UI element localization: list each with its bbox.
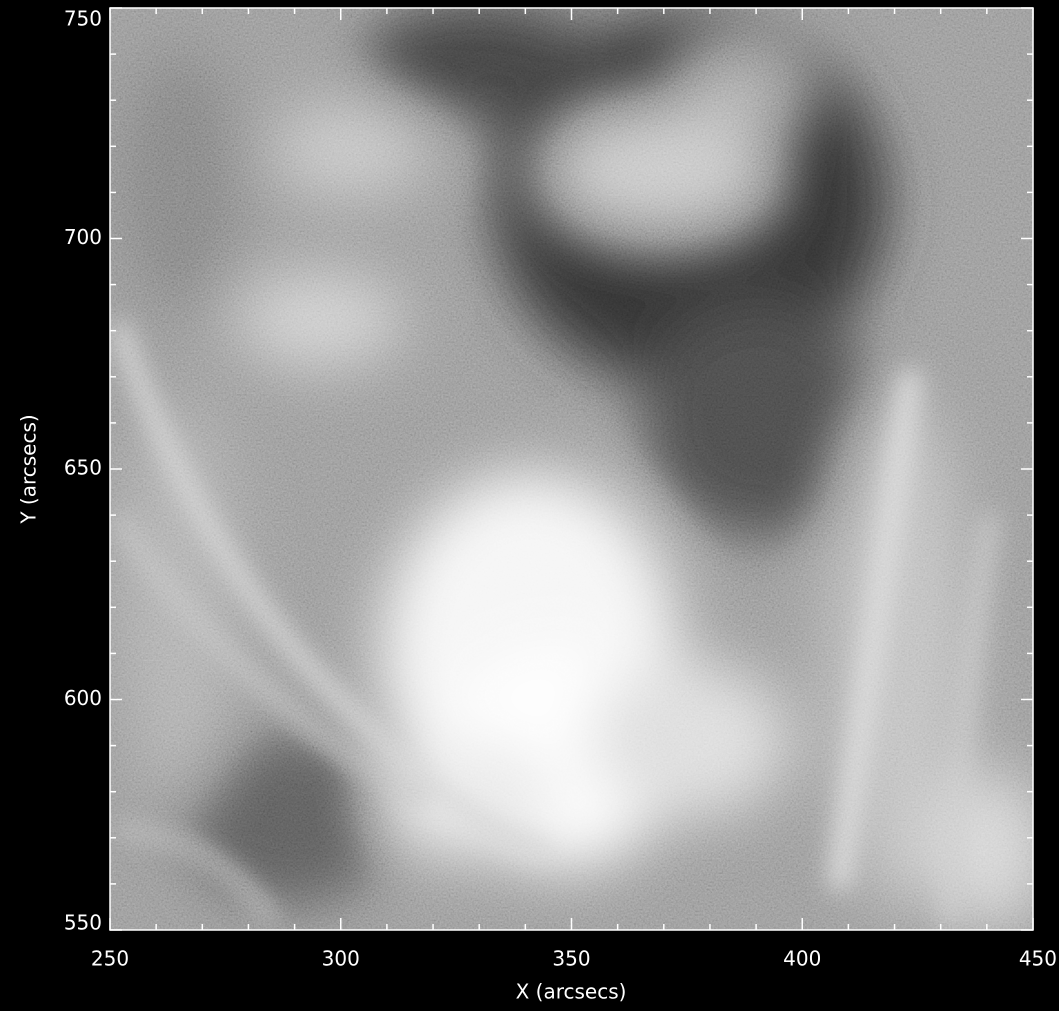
y-tick-label: 600 [64,686,102,710]
y-axis-label: Y (arcsecs) [17,414,41,524]
x-tick-label: 250 [91,947,129,971]
x-tick-label: 450 [1019,947,1057,971]
y-tick-label: 700 [64,225,102,249]
y-tick-label: 550 [64,911,102,935]
y-tick-label: 750 [64,7,102,31]
x-tick-label: 300 [322,947,360,971]
x-tick-label: 400 [783,947,821,971]
x-axis-label: X (arcsecs) [516,980,627,1004]
y-tick-label: 650 [64,456,102,480]
solar-image [110,0,1050,930]
chart: X (arcsecs) Y (arcsecs) 250 300 350 400 450 5… [0,0,1059,1011]
page: X (arcsecs) Y (arcsecs) 250 300 350 400 450 5… [0,0,1059,1011]
x-tick-label: 350 [552,947,590,971]
